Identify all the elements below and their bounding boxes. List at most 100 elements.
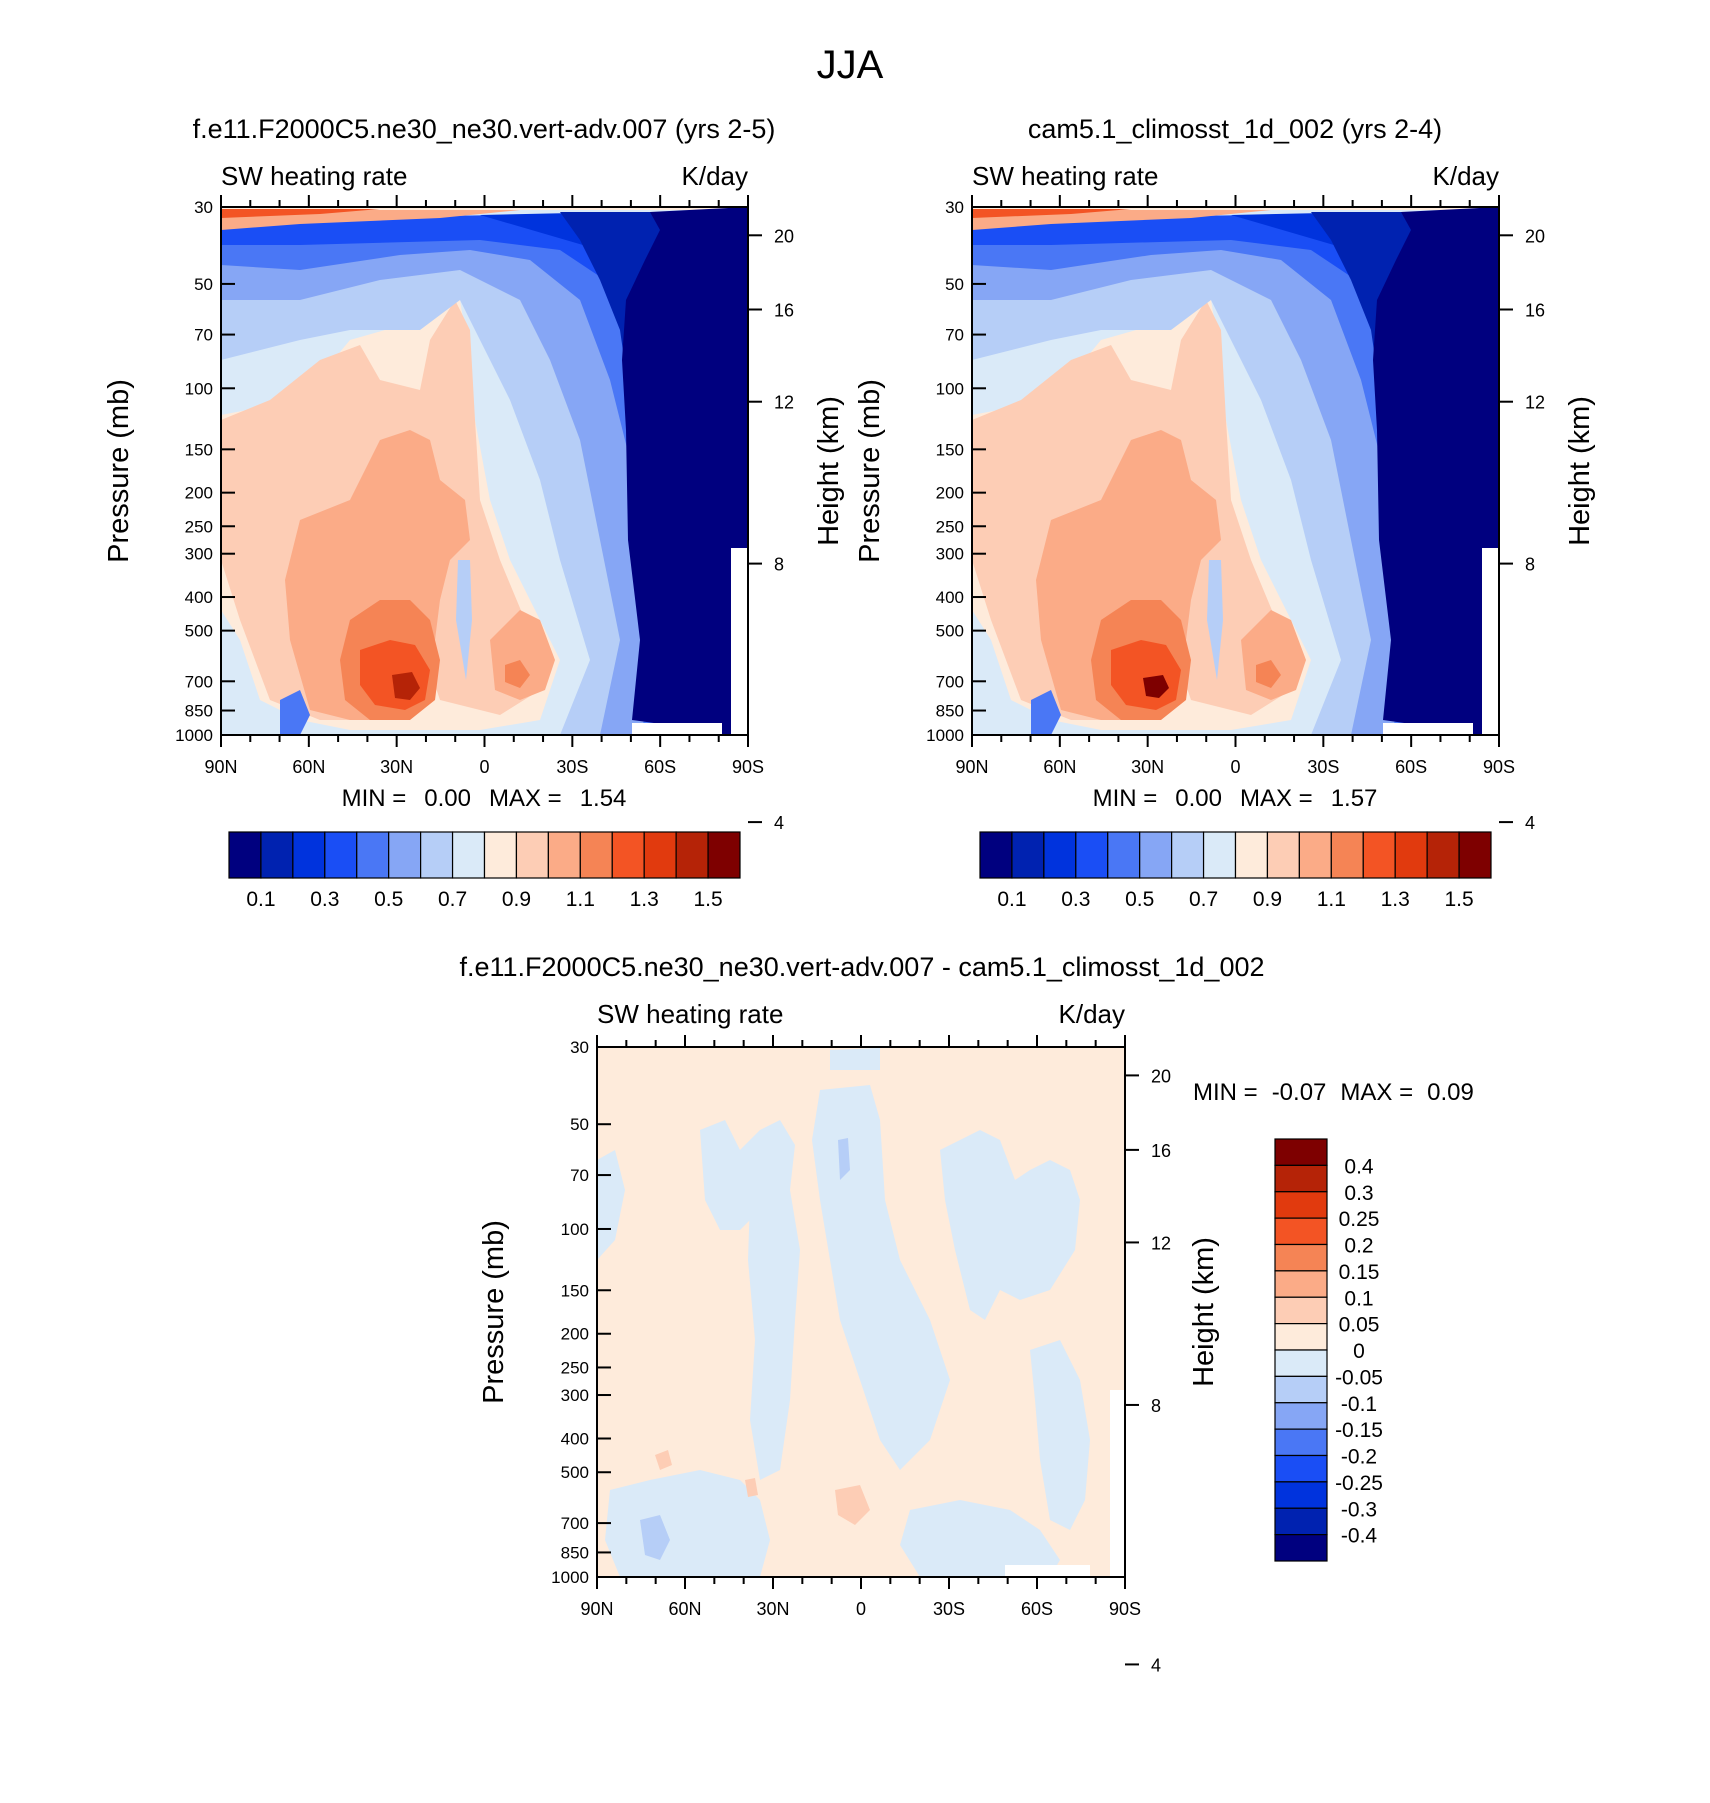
y-axis-title: Pressure (mb) xyxy=(103,379,135,563)
colorbar-label: 1.1 xyxy=(566,888,595,911)
colorbar-swatch xyxy=(1274,1296,1328,1325)
pressure-tick-label: 400 xyxy=(936,588,964,607)
colorbar-swatch xyxy=(1274,1138,1328,1166)
height-tick-label: 16 xyxy=(774,301,794,321)
height-tick-label: 12 xyxy=(774,393,794,413)
stats-line: MIN = 0.00 MAX = 1.54 xyxy=(342,785,627,812)
colorbar-label: 0.9 xyxy=(502,888,531,911)
colorbar-swatch xyxy=(324,831,358,879)
colorbar-swatch xyxy=(228,831,262,879)
colorbar-swatch xyxy=(1011,831,1045,879)
latitude-axis: 90N 60N 30N 0 30S 60S 90S xyxy=(204,195,764,777)
height-tick-label: 16 xyxy=(1525,301,1545,321)
pressure-tick-label: 200 xyxy=(936,484,964,503)
colorbar-swatch xyxy=(1274,1507,1328,1536)
colorbar-swatch xyxy=(579,831,613,879)
units-label: K/day xyxy=(1433,161,1500,191)
colorbar-label: 1.5 xyxy=(1444,888,1473,911)
colorbar-swatch xyxy=(1075,831,1109,879)
missing-data-region xyxy=(632,548,748,735)
colorbar-label: 0.9 xyxy=(1253,888,1282,911)
contour-band-0.6 xyxy=(221,228,640,735)
latitude-tick-label: 30S xyxy=(556,757,588,777)
pressure-tick-label: 850 xyxy=(936,702,964,721)
colorbar-label: 0.5 xyxy=(1125,888,1154,911)
pressure-tick-label: 500 xyxy=(561,1463,589,1482)
height-tick-label: 8 xyxy=(1151,1396,1161,1416)
contour-field xyxy=(221,207,748,735)
latitude-tick-label: 30N xyxy=(756,1599,789,1619)
colorbar: 0.1 0.3 0.5 0.7 0.9 1.1 1.3 1.5 xyxy=(228,831,741,911)
local-minimum-5n xyxy=(456,560,472,680)
pressure-tick-label: 500 xyxy=(936,622,964,641)
contour-band-0.5 xyxy=(972,228,1421,735)
colorbar-swatch xyxy=(515,831,549,879)
stratospheric-heating-core xyxy=(221,209,380,218)
panel-title: f.e11.F2000C5.ne30_ne30.vert-adv.007 (yr… xyxy=(193,114,776,144)
colorbar-swatch xyxy=(1274,1349,1328,1377)
pressure-tick-label: 100 xyxy=(936,379,964,398)
colorbar: 0.4 0.3 0.25 0.2 0.15 0.1 0.05 0 -0.05 -0.1 -0.15 -… xyxy=(1274,1138,1383,1562)
negative-region-band-minus-0.05 xyxy=(640,1515,670,1560)
pressure-tick-label: 250 xyxy=(561,1358,589,1377)
pressure-tick-label: 850 xyxy=(185,702,213,721)
height-tick-label: 8 xyxy=(1525,555,1535,575)
pressure-tick-label: 400 xyxy=(185,588,213,607)
missing-data-region xyxy=(1383,548,1499,735)
pressure-tick-label: 300 xyxy=(936,545,964,564)
pressure-tick-label: 200 xyxy=(561,1325,589,1344)
colorbar-swatch xyxy=(356,831,390,879)
colorbar-label: 0.3 xyxy=(1344,1182,1373,1205)
negative-region-southern-upper xyxy=(940,1130,1080,1320)
min-value: 0.00 xyxy=(1175,785,1222,812)
negative-region-polar-north xyxy=(597,1150,625,1260)
y-axis-right-title: Height (km) xyxy=(1188,1237,1220,1387)
height-tick-label: 20 xyxy=(774,226,794,246)
pressure-tick-label: 1000 xyxy=(175,726,213,745)
height-tick-label: 12 xyxy=(1151,1233,1171,1253)
latitude-tick-label: 60N xyxy=(668,1599,701,1619)
panel-difference: f.e11.F2000C5.ne30_ne30.vert-adv.007 - c… xyxy=(459,952,1473,1675)
colorbar-label: 0.1 xyxy=(997,888,1026,911)
colorbar-swatch xyxy=(1458,831,1492,879)
colorbar-swatch xyxy=(643,831,677,879)
contour-band-1.5 xyxy=(1143,675,1169,698)
pressure-tick-label: 1000 xyxy=(926,726,964,745)
contour-band-0.0 xyxy=(1373,207,1499,735)
height-axis: 20 16 12 8 4 xyxy=(1499,226,1545,833)
colorbar-swatch xyxy=(1107,831,1141,879)
y-axis-title: Pressure (mb) xyxy=(478,1220,510,1404)
variable-label: SW heating rate xyxy=(221,161,407,191)
pressure-tick-label: 700 xyxy=(561,1514,589,1533)
colorbar-swatch xyxy=(1171,831,1205,879)
pressure-tick-label: 700 xyxy=(936,672,964,691)
colorbar-label: 0.1 xyxy=(1344,1287,1373,1310)
variable-label: SW heating rate xyxy=(597,999,783,1029)
height-axis: 20 16 12 8 4 xyxy=(1125,1066,1171,1675)
stats-line: MIN = -0.07 MAX = 0.09 xyxy=(1193,1079,1474,1106)
colorbar-label: 1.1 xyxy=(1317,888,1346,911)
colorbar-label: -0.05 xyxy=(1335,1366,1383,1389)
colorbar-swatch xyxy=(1274,1481,1328,1509)
pressure-tick-label: 700 xyxy=(185,672,213,691)
latitude-tick-label: 90N xyxy=(580,1599,613,1619)
stratospheric-heating-band xyxy=(972,210,1271,230)
height-tick-label: 20 xyxy=(1151,1066,1171,1086)
colorbar-swatch xyxy=(260,831,294,879)
latitude-tick-label: 30S xyxy=(1307,757,1339,777)
latitude-tick-label: 90N xyxy=(204,757,237,777)
max-label: MAX = xyxy=(1340,1079,1413,1106)
pressure-tick-label: 30 xyxy=(194,198,213,217)
panel-title: cam5.1_climosst_1d_002 (yrs 2-4) xyxy=(1028,114,1442,144)
colorbar-swatch xyxy=(1274,1243,1328,1272)
colorbar-swatch xyxy=(1274,1323,1328,1351)
colorbar-swatch xyxy=(1266,831,1300,879)
pressure-tick-label: 300 xyxy=(185,545,213,564)
contour-band-1.3-east xyxy=(505,660,530,688)
latitude-tick-label: 90N xyxy=(955,757,988,777)
colorbar-swatch xyxy=(1274,1454,1328,1483)
height-tick-label: 20 xyxy=(1525,226,1545,246)
max-label: MAX = xyxy=(1240,785,1313,812)
colorbar-label: 0.1 xyxy=(246,888,275,911)
